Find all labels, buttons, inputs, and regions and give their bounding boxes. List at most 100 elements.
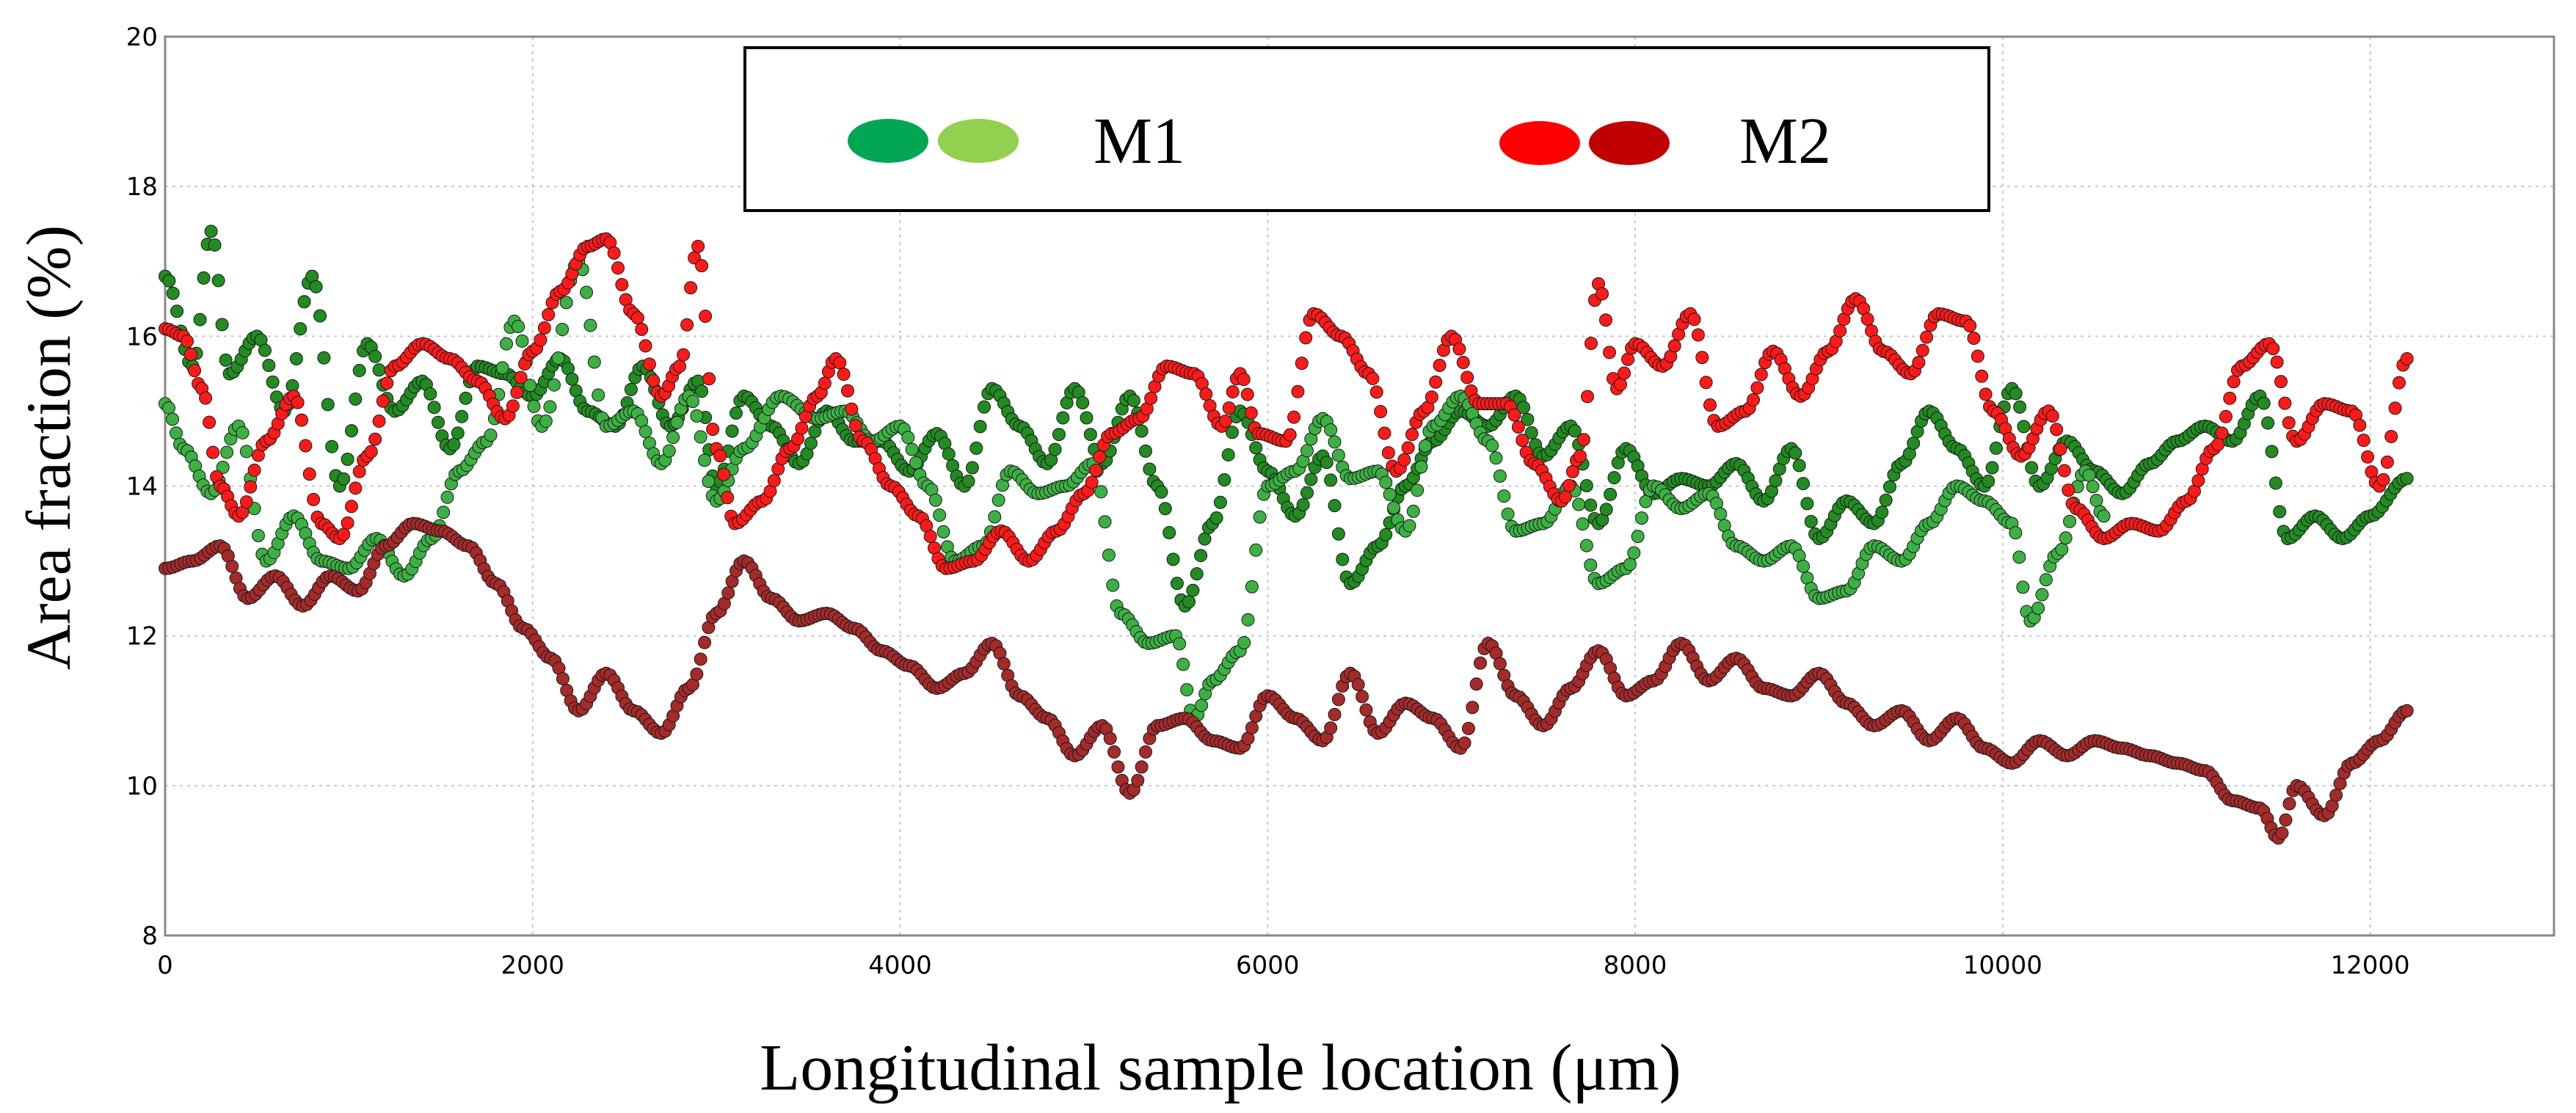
data-point — [2055, 542, 2069, 556]
data-point — [551, 351, 565, 365]
data-point — [1383, 487, 1397, 501]
data-point — [1576, 517, 1590, 531]
data-point — [2009, 526, 2023, 540]
data-point — [1833, 324, 1847, 337]
data-point — [1584, 498, 1598, 512]
data-point — [2025, 461, 2039, 475]
data-point — [1085, 475, 1099, 489]
x-tick-label: 12000 — [2331, 951, 2410, 980]
data-point — [204, 225, 218, 238]
data-point — [1083, 428, 1097, 442]
data-point — [1883, 480, 1897, 494]
data-point — [1226, 426, 1240, 439]
data-point — [2329, 788, 2343, 802]
data-point — [695, 259, 709, 273]
data-point — [1245, 721, 1259, 735]
data-point — [685, 395, 699, 409]
data-point — [181, 335, 194, 349]
data-point — [1912, 356, 1926, 370]
data-point — [1221, 448, 1235, 461]
data-point — [2282, 797, 2296, 811]
data-point — [638, 425, 652, 439]
x-tick-label: 2000 — [501, 951, 565, 980]
data-point — [211, 274, 225, 288]
data-point — [514, 371, 528, 384]
data-point — [969, 441, 983, 455]
data-point — [1789, 446, 1802, 460]
data-point — [1714, 507, 1728, 521]
data-point — [1599, 313, 1613, 327]
data-point — [2009, 387, 2023, 401]
data-point — [1336, 552, 1350, 566]
data-point — [556, 672, 570, 686]
data-point — [1199, 387, 1213, 401]
x-tick-label: 4000 — [868, 951, 932, 980]
data-point — [1222, 401, 1236, 415]
data-point — [680, 318, 694, 332]
data-point — [297, 295, 311, 309]
data-point — [1080, 411, 1094, 425]
data-point — [978, 400, 991, 414]
data-point — [2031, 601, 2045, 615]
data-point — [2266, 342, 2280, 356]
data-point — [236, 426, 250, 439]
data-point — [1804, 514, 1818, 528]
data-point — [313, 309, 327, 323]
data-point — [1614, 377, 1628, 391]
data-point — [307, 492, 321, 506]
data-point — [973, 420, 987, 434]
data-point — [1218, 473, 1231, 487]
data-point — [162, 274, 176, 288]
data-point — [1750, 381, 1764, 395]
data-point — [706, 423, 720, 437]
data-point — [197, 271, 211, 285]
data-point — [729, 406, 743, 420]
data-point — [1558, 490, 1572, 504]
data-point — [702, 475, 716, 489]
data-point — [349, 481, 363, 495]
data-point — [1103, 731, 1117, 745]
data-point — [2039, 573, 2053, 587]
data-point — [1747, 393, 1761, 407]
data-point — [294, 322, 308, 336]
data-point — [1618, 366, 1631, 380]
data-point — [506, 399, 520, 413]
data-point — [1489, 451, 1503, 465]
data-point — [380, 376, 394, 390]
data-point — [1245, 580, 1259, 594]
data-point — [1967, 331, 1981, 345]
data-point — [184, 348, 198, 362]
data-point — [206, 445, 220, 459]
data-point — [1143, 462, 1157, 476]
data-point — [1687, 313, 1701, 326]
data-point — [1915, 343, 1929, 357]
data-point — [2050, 423, 2064, 437]
data-point — [2392, 376, 2406, 390]
data-points — [159, 225, 2414, 845]
data-point — [1170, 577, 1184, 591]
data-point — [841, 384, 854, 398]
data-point — [580, 285, 594, 299]
data-point — [2215, 426, 2229, 440]
data-point — [203, 415, 217, 429]
data-point — [1163, 525, 1176, 539]
data-point — [942, 447, 956, 461]
data-point — [247, 463, 261, 477]
data-point — [239, 495, 253, 509]
data-point — [1971, 349, 1984, 363]
data-point — [1418, 439, 1432, 453]
data-point — [1240, 387, 1254, 401]
data-point — [699, 310, 713, 324]
data-point — [2274, 375, 2288, 389]
data-point — [1452, 342, 1466, 356]
data-point — [721, 586, 735, 600]
data-point — [543, 400, 557, 414]
data-point — [1879, 493, 1893, 507]
data-point — [244, 480, 258, 494]
data-point — [427, 401, 441, 415]
data-point — [1485, 439, 1499, 453]
data-point — [1138, 444, 1152, 458]
data-point — [1331, 693, 1345, 707]
data-point — [1460, 371, 1474, 384]
data-point — [1359, 703, 1373, 717]
